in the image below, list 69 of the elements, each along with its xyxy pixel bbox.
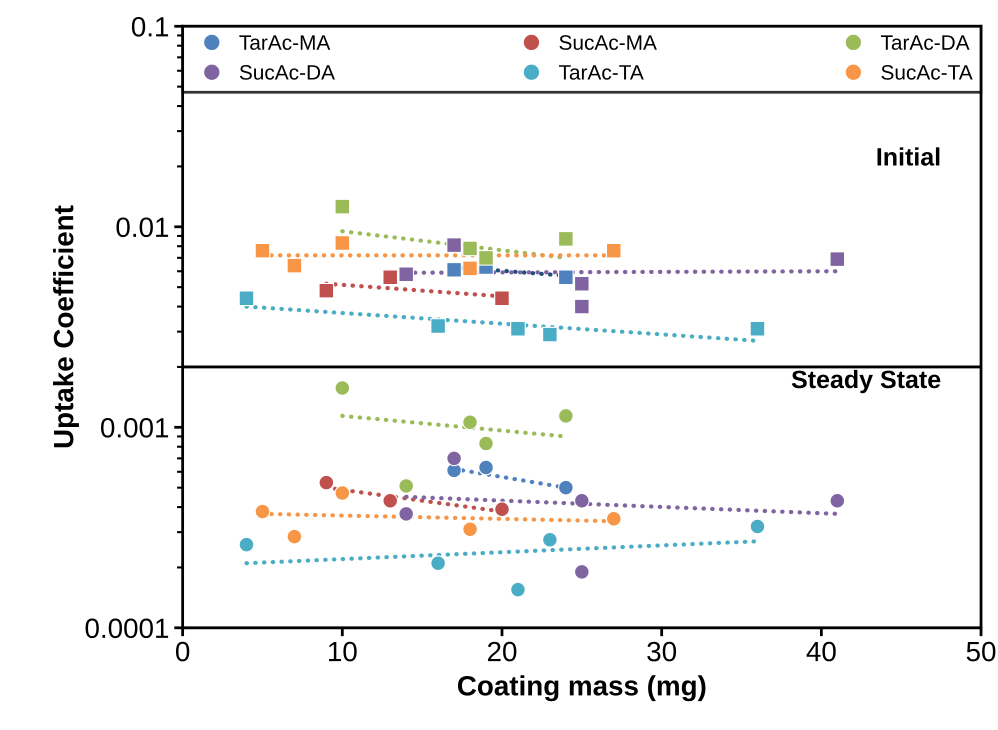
- point: [574, 298, 590, 314]
- legend-label: SucAc-MA: [559, 35, 657, 50]
- point: [462, 240, 478, 256]
- point: [462, 414, 478, 430]
- point: [398, 478, 414, 494]
- point: [398, 266, 414, 282]
- y-tick-label: 0.01: [116, 217, 168, 238]
- point: [286, 528, 302, 544]
- point: [286, 258, 302, 274]
- point: [829, 492, 846, 509]
- point: [334, 235, 350, 251]
- legend-label: SucAc-TA: [881, 65, 973, 80]
- y-axis-title: Uptake Coefficient: [53, 205, 79, 448]
- legend-label: TarAc-DA: [880, 35, 970, 50]
- point: [382, 269, 398, 286]
- point: [238, 290, 254, 306]
- x-tick-label: 10: [328, 642, 357, 662]
- point: [542, 532, 558, 548]
- point: [510, 582, 526, 598]
- point: [254, 242, 270, 259]
- point: [574, 276, 590, 292]
- legend-label: TarAc-MA: [239, 35, 330, 50]
- point: [430, 555, 446, 572]
- x-tick-label: 30: [647, 642, 676, 662]
- point: [558, 480, 574, 496]
- point: [446, 237, 462, 253]
- point: [750, 518, 766, 534]
- point: [334, 198, 350, 214]
- point: [238, 536, 254, 552]
- x-axis-title: Coating mass (mg): [458, 675, 706, 702]
- y-tick-label: 0.001: [101, 418, 168, 438]
- point: [750, 320, 766, 337]
- annotation: Steady State: [792, 370, 940, 394]
- legend-label: SucAc-DA: [240, 65, 335, 80]
- x-tick-label: 50: [966, 642, 996, 662]
- x-tick-label: 20: [488, 642, 516, 662]
- point: [254, 504, 270, 520]
- point: [606, 242, 622, 259]
- point: [430, 318, 446, 334]
- point: [542, 326, 558, 342]
- point: [510, 320, 526, 337]
- legend-label: TarAc-TA: [558, 65, 644, 80]
- point: [574, 564, 590, 580]
- point: [446, 262, 462, 278]
- point: [478, 250, 494, 266]
- point: [558, 231, 574, 247]
- point: [606, 510, 622, 527]
- point: [478, 460, 494, 476]
- point: [462, 521, 478, 538]
- y-tick-label: 0.1: [132, 16, 168, 37]
- point: [334, 380, 350, 396]
- point: [494, 290, 510, 306]
- point: [462, 260, 478, 276]
- point: [574, 492, 590, 509]
- point: [382, 492, 398, 509]
- y-tick-label: 0.0001: [86, 618, 168, 638]
- point: [318, 474, 334, 490]
- point: [494, 501, 510, 518]
- x-tick-label: 0: [176, 642, 190, 662]
- point: [478, 436, 494, 452]
- x-tick-label: 40: [806, 642, 836, 662]
- point: [558, 269, 574, 286]
- annotation: Initial: [878, 147, 940, 166]
- point: [558, 408, 574, 424]
- point: [446, 450, 462, 466]
- point: [398, 506, 414, 522]
- point: [318, 282, 334, 299]
- point: [334, 485, 350, 501]
- point: [829, 251, 846, 267]
